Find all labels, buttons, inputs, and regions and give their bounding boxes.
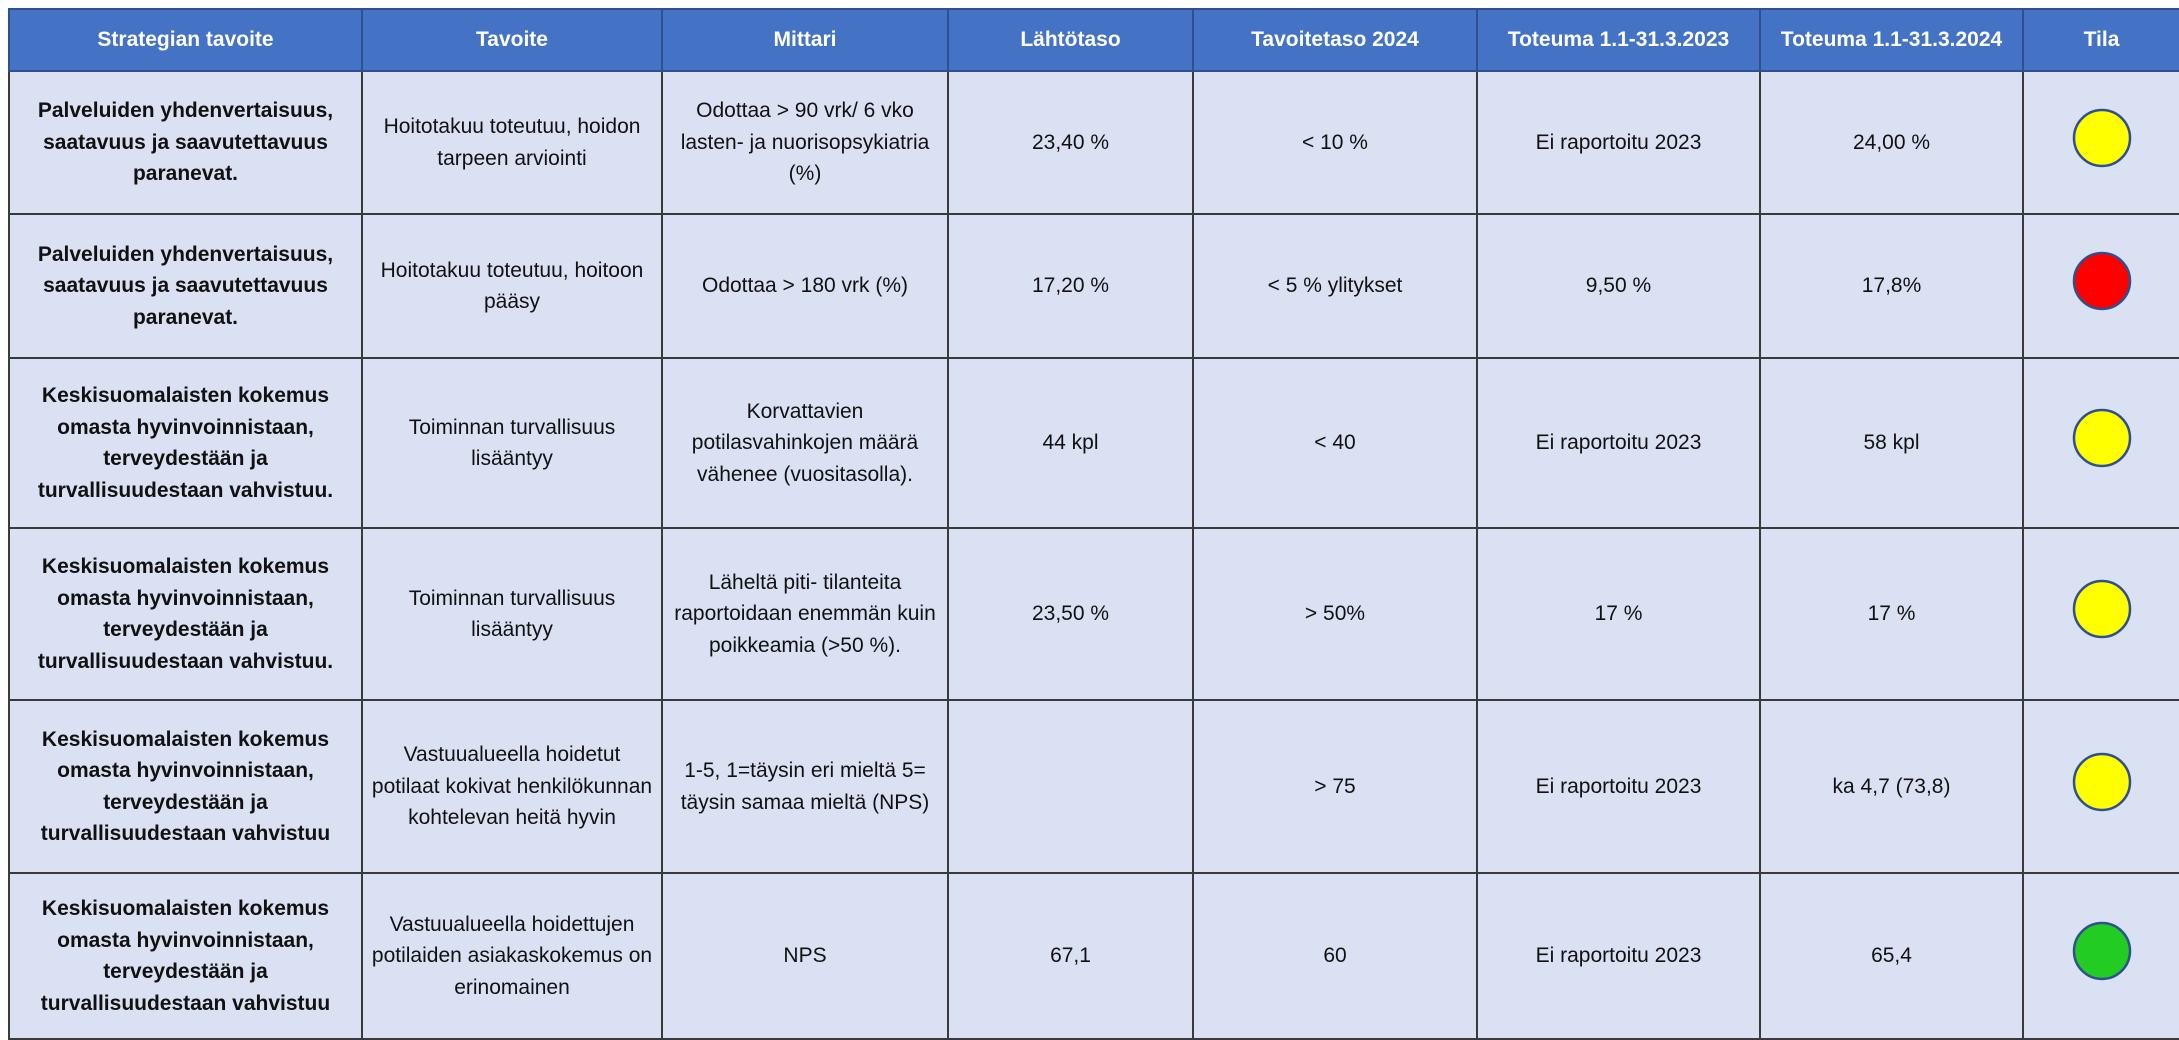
table-cell: < 40 — [1192, 357, 1478, 529]
table-cell: 1-5, 1=täysin eri mieltä 5= täysin samaa… — [661, 699, 949, 874]
table-cell — [947, 699, 1194, 874]
table-cell: Palveluiden yhdenvertaisuus, saatavuus j… — [8, 213, 363, 359]
header-cell: Toteuma 1.1-31.3.2023 — [1476, 8, 1761, 72]
header-cell: Strategian tavoite — [8, 8, 363, 72]
table-row: Keskisuomalaisten kokemus omasta hyvinvo… — [8, 699, 2179, 874]
header-cell: Tavoitetaso 2024 — [1192, 8, 1478, 72]
table-cell: Toiminnan turvallisuus lisääntyy — [361, 357, 663, 529]
table-cell: Hoitotakuu toteutuu, hoitoon pääsy — [361, 213, 663, 359]
status-cell — [2022, 872, 2179, 1040]
status-light — [2072, 108, 2131, 167]
table-cell: 17,8% — [1759, 213, 2024, 359]
table-cell: 60 — [1192, 872, 1478, 1040]
table-row: Palveluiden yhdenvertaisuus, saatavuus j… — [8, 70, 2179, 215]
table-cell: Ei raportoitu 2023 — [1476, 699, 1761, 874]
status-icon — [2072, 752, 2131, 811]
table-cell: ka 4,7 (73,8) — [1759, 699, 2024, 874]
table-cell: 17 % — [1476, 527, 1761, 701]
table-cell: Vastuualueella hoidettujen potilaiden as… — [361, 872, 663, 1040]
status-cell — [2022, 70, 2179, 215]
table-cell: 24,00 % — [1759, 70, 2024, 215]
table-cell: Odottaa > 90 vrk/ 6 vko lasten- ja nuori… — [661, 70, 949, 215]
table-cell: Ei raportoitu 2023 — [1476, 872, 1761, 1040]
header-cell: Tila — [2022, 8, 2179, 72]
table-cell: 23,40 % — [947, 70, 1194, 215]
table-cell: < 10 % — [1192, 70, 1478, 215]
table-body: Palveluiden yhdenvertaisuus, saatavuus j… — [8, 70, 2179, 1040]
table-cell: 17,20 % — [947, 213, 1194, 359]
status-table: Strategian tavoite Tavoite Mittari Lähtötas… — [8, 8, 2179, 1040]
status-light — [2072, 922, 2131, 981]
table-cell: Palveluiden yhdenvertaisuus, saatavuus j… — [8, 70, 363, 215]
table-cell: 44 kpl — [947, 357, 1194, 529]
header-cell: Lähtötaso — [947, 8, 1194, 72]
table-cell: Vastuualueella hoidetut potilaat kokivat… — [361, 699, 663, 874]
table-cell: Ei raportoitu 2023 — [1476, 70, 1761, 215]
header-cell: Tavoite — [361, 8, 663, 72]
table-cell: Ei raportoitu 2023 — [1476, 357, 1761, 529]
table-cell: Keskisuomalaisten kokemus omasta hyvinvo… — [8, 872, 363, 1040]
status-icon — [2072, 409, 2131, 468]
status-cell — [2022, 699, 2179, 874]
table-cell: < 5 % ylitykset — [1192, 213, 1478, 359]
status-light — [2072, 752, 2131, 811]
table-cell: NPS — [661, 872, 949, 1040]
table-cell: 58 kpl — [1759, 357, 2024, 529]
table-cell: 23,50 % — [947, 527, 1194, 701]
table-cell: Toiminnan turvallisuus lisääntyy — [361, 527, 663, 701]
status-icon — [2072, 108, 2131, 167]
header-cell: Toteuma 1.1-31.3.2024 — [1759, 8, 2024, 72]
status-icon — [2072, 580, 2131, 639]
table-cell: 17 % — [1759, 527, 2024, 701]
header-cell: Mittari — [661, 8, 949, 72]
status-icon — [2072, 252, 2131, 311]
status-icon — [2072, 922, 2131, 981]
table-cell: 67,1 — [947, 872, 1194, 1040]
table-cell: 65,4 — [1759, 872, 2024, 1040]
table-row: Keskisuomalaisten kokemus omasta hyvinvo… — [8, 357, 2179, 529]
table-cell: > 50% — [1192, 527, 1478, 701]
table-cell: Hoitotakuu toteutuu, hoidon tarpeen arvi… — [361, 70, 663, 215]
table-row: Keskisuomalaisten kokemus omasta hyvinvo… — [8, 527, 2179, 701]
table-row: Palveluiden yhdenvertaisuus, saatavuus j… — [8, 213, 2179, 359]
table-cell: Keskisuomalaisten kokemus omasta hyvinvo… — [8, 699, 363, 874]
table-cell: Korvattavien potilasvahinkojen määrä väh… — [661, 357, 949, 529]
table-cell: Keskisuomalaisten kokemus omasta hyvinvo… — [8, 527, 363, 701]
table-cell: 9,50 % — [1476, 213, 1761, 359]
status-cell — [2022, 527, 2179, 701]
status-light — [2072, 409, 2131, 468]
table-cell: > 75 — [1192, 699, 1478, 874]
status-cell — [2022, 213, 2179, 359]
status-cell — [2022, 357, 2179, 529]
table-row: Keskisuomalaisten kokemus omasta hyvinvo… — [8, 872, 2179, 1040]
table-cell: Odottaa > 180 vrk (%) — [661, 213, 949, 359]
status-light — [2072, 252, 2131, 311]
status-light — [2072, 580, 2131, 639]
header-row: Strategian tavoite Tavoite Mittari Lähtötas… — [8, 8, 2179, 72]
table-cell: Läheltä piti- tilanteita raportoidaan en… — [661, 527, 949, 701]
table-cell: Keskisuomalaisten kokemus omasta hyvinvo… — [8, 357, 363, 529]
